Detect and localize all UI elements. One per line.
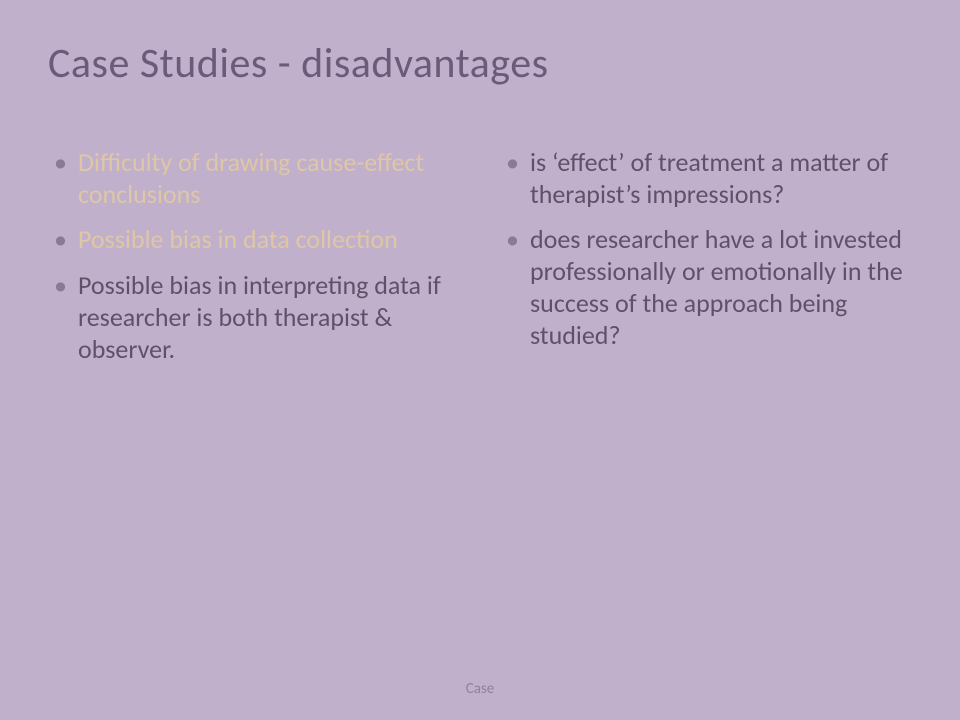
list-item: Possible bias in data collection bbox=[48, 224, 460, 256]
slide-title: Case Studies - disadvantages bbox=[48, 38, 912, 89]
footer-text: Case bbox=[0, 680, 960, 698]
right-bullet-list: is ‘effect’ of treatment a matter of the… bbox=[500, 147, 912, 351]
left-column: Difficulty of drawing cause-effect concl… bbox=[48, 147, 460, 379]
right-column: is ‘effect’ of treatment a matter of the… bbox=[500, 147, 912, 379]
list-item: Difficulty of drawing cause-effect concl… bbox=[48, 147, 460, 210]
list-item: is ‘effect’ of treatment a matter of the… bbox=[500, 147, 912, 210]
left-bullet-list: Difficulty of drawing cause-effect concl… bbox=[48, 147, 460, 365]
content-columns: Difficulty of drawing cause-effect concl… bbox=[48, 147, 912, 379]
list-item: does researcher have a lot invested prof… bbox=[500, 224, 912, 351]
list-item: Possible bias in interpreting data if re… bbox=[48, 270, 460, 365]
slide: Case Studies - disadvantages Difficulty … bbox=[0, 0, 960, 720]
